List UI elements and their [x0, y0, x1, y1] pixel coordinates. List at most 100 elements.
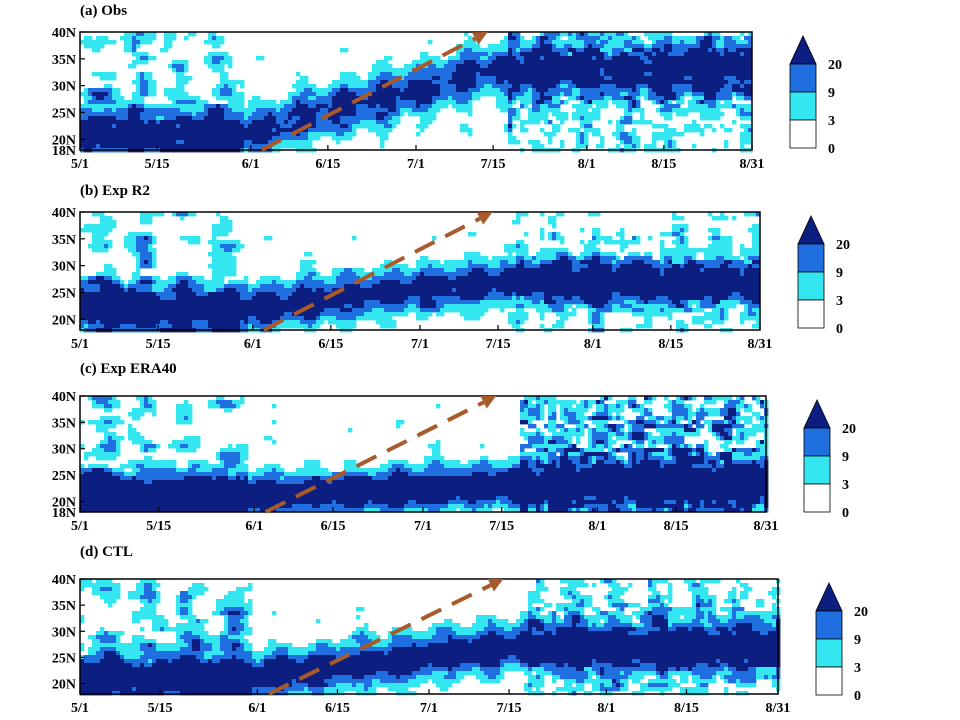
field-cell [676, 92, 681, 97]
field-cell [576, 48, 581, 53]
field-cell [112, 76, 117, 81]
field-cell [356, 296, 361, 301]
field-cell [744, 116, 749, 121]
field-cell [384, 76, 389, 81]
field-cell [284, 124, 289, 129]
field-cell [292, 100, 297, 105]
field-cell [464, 256, 469, 261]
field-cell [516, 84, 521, 89]
field-cell [208, 32, 213, 37]
field-cell [368, 72, 373, 77]
field-cell [232, 84, 237, 89]
field-cell [628, 52, 633, 57]
field-cell [164, 288, 169, 293]
field-cell [292, 116, 297, 121]
field-cell [228, 108, 233, 113]
field-cell [132, 324, 137, 329]
field-cell [212, 256, 217, 261]
field-cell [324, 288, 329, 293]
field-cell [360, 296, 365, 301]
field-cell [136, 108, 141, 113]
field-cell [652, 44, 657, 49]
field-cell [596, 48, 601, 53]
field-cell [668, 84, 673, 89]
field-cell [548, 60, 553, 65]
field-cell [332, 276, 337, 281]
field-cell [420, 280, 425, 285]
field-cell [612, 60, 617, 65]
field-cell [420, 52, 425, 57]
field-cell [100, 324, 105, 329]
field-cell [320, 320, 325, 325]
field-cell [720, 76, 725, 81]
field-cell [252, 128, 257, 133]
field-cell [444, 264, 449, 269]
field-cell [620, 92, 625, 97]
field-cell [104, 120, 109, 125]
field-cell [708, 124, 713, 129]
field-cell [224, 124, 229, 129]
field-cell [240, 292, 245, 297]
field-cell [380, 112, 385, 117]
field-cell [472, 68, 477, 73]
field-cell [404, 76, 409, 81]
field-cell [112, 280, 117, 285]
field-cell [448, 68, 453, 73]
field-cell [144, 288, 149, 293]
field-cell [220, 264, 225, 269]
field-cell [220, 324, 225, 329]
field-cell [100, 120, 105, 125]
x-tick-label: 5/1 [71, 157, 89, 172]
field-cell [536, 40, 541, 45]
field-cell [92, 48, 97, 53]
field-cell [124, 132, 129, 137]
field-cell [360, 100, 365, 105]
field-cell [480, 80, 485, 85]
field-cell [140, 216, 145, 221]
field-cell [152, 108, 157, 113]
field-cell [264, 296, 269, 301]
field-cell [216, 224, 221, 229]
field-cell [424, 100, 429, 105]
field-cell [132, 244, 137, 249]
field-cell [680, 64, 685, 69]
field-cell [392, 320, 397, 325]
field-cell [536, 100, 541, 105]
field-cell [560, 64, 565, 69]
field-cell [736, 96, 741, 101]
field-cell [400, 296, 405, 301]
field-cell [384, 260, 389, 265]
field-cell [344, 96, 349, 101]
field-cell [140, 304, 145, 309]
field-cell [560, 72, 565, 77]
field-cell [696, 76, 701, 81]
field-cell [552, 60, 557, 65]
field-cell [688, 88, 693, 93]
field-cell [616, 100, 621, 105]
field-cell [300, 136, 305, 141]
field-cell [468, 56, 473, 61]
field-cell [184, 92, 189, 97]
field-cell [144, 256, 149, 261]
field-cell [472, 44, 477, 49]
field-cell [476, 268, 481, 273]
field-cell [172, 132, 177, 137]
field-cell [504, 272, 509, 277]
field-cell [728, 36, 733, 41]
field-cell [192, 312, 197, 317]
field-cell [504, 52, 509, 57]
field-cell [268, 280, 273, 285]
field-cell [732, 44, 737, 49]
field-cell [96, 232, 101, 237]
field-cell [604, 88, 609, 93]
field-cell [300, 116, 305, 121]
field-cell [156, 316, 161, 321]
field-cell [116, 140, 121, 145]
field-cell [228, 296, 233, 301]
field-cell [492, 304, 497, 309]
field-cell [100, 88, 105, 93]
field-cell [132, 276, 137, 281]
field-cell [528, 140, 533, 145]
field-cell [148, 256, 153, 261]
field-cell [300, 272, 305, 277]
